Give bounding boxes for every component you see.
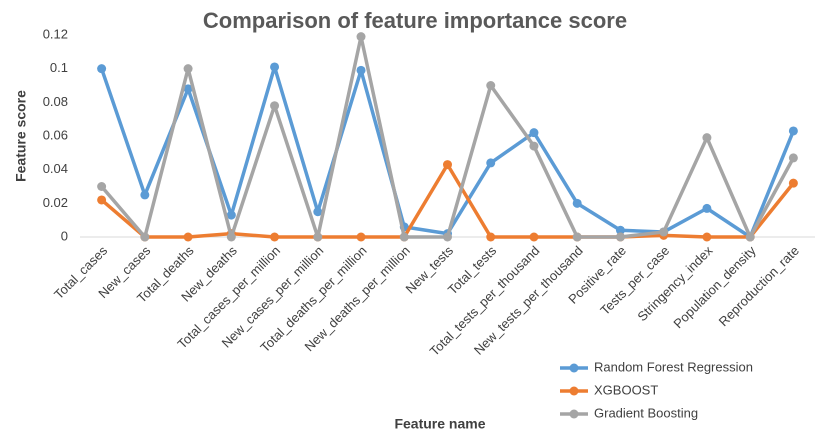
marker xyxy=(745,232,755,242)
y-tick-label: 0.04 xyxy=(43,161,68,176)
legend-marker xyxy=(569,409,579,419)
marker xyxy=(356,232,366,242)
marker xyxy=(270,232,280,242)
x-tick-label: Reproduction_rate xyxy=(716,243,802,329)
legend-label: Gradient Boosting xyxy=(594,405,698,420)
marker xyxy=(529,128,539,138)
marker xyxy=(183,232,193,242)
marker xyxy=(529,232,539,242)
marker xyxy=(615,232,625,242)
y-axis-title: Feature score xyxy=(13,90,29,182)
marker xyxy=(270,62,280,72)
marker xyxy=(659,227,669,237)
marker xyxy=(788,178,798,188)
legend-label: XGBOOST xyxy=(594,382,658,397)
chart-title: Comparison of feature importance score xyxy=(203,8,627,33)
marker xyxy=(226,232,236,242)
marker xyxy=(140,232,150,242)
marker xyxy=(529,141,539,151)
marker xyxy=(140,190,150,200)
marker xyxy=(702,133,712,143)
marker xyxy=(486,232,496,242)
marker xyxy=(97,64,107,74)
marker xyxy=(97,195,107,205)
y-tick-label: 0.06 xyxy=(43,127,68,142)
marker xyxy=(356,65,366,75)
marker xyxy=(270,101,280,111)
y-tick-label: 0 xyxy=(61,228,68,243)
marker xyxy=(572,198,582,208)
y-tick-label: 0.02 xyxy=(43,195,68,210)
x-tick-label: Stringency_index xyxy=(634,243,715,324)
marker xyxy=(183,64,193,74)
marker xyxy=(183,84,193,94)
marker xyxy=(313,207,323,217)
marker xyxy=(702,232,712,242)
marker xyxy=(313,232,323,242)
legend-label: Random Forest Regression xyxy=(594,359,753,374)
marker xyxy=(226,210,236,220)
marker xyxy=(399,232,409,242)
marker xyxy=(615,225,625,235)
marker xyxy=(486,81,496,90)
legend-marker xyxy=(569,386,579,396)
marker xyxy=(572,232,582,242)
legend-marker xyxy=(569,363,579,373)
marker xyxy=(702,203,712,213)
series-line xyxy=(99,65,796,239)
marker xyxy=(443,232,452,242)
series-line xyxy=(100,34,795,239)
y-tick-label: 0.12 xyxy=(43,26,68,41)
marker xyxy=(788,126,798,136)
marker xyxy=(97,182,107,191)
y-tick-label: 0.08 xyxy=(43,94,68,109)
marker xyxy=(443,160,452,170)
marker xyxy=(788,153,798,163)
x-axis-title: Feature name xyxy=(394,416,485,432)
marker xyxy=(486,158,496,168)
y-tick-label: 0.1 xyxy=(50,60,68,75)
marker xyxy=(356,32,366,42)
x-tick-label: Population_density xyxy=(670,243,759,332)
